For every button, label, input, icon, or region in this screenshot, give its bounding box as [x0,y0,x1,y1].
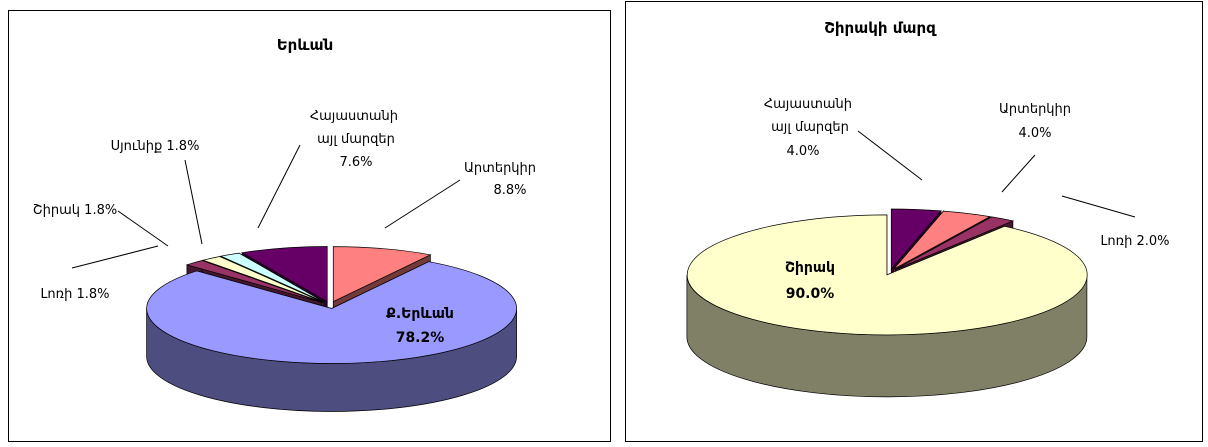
data-label: Սյունիք 1.8% [111,139,200,154]
category-label: Արտերկիր [999,102,1071,117]
value-label: 1.8% [84,203,117,218]
value-label: 8.8% [493,183,526,198]
category-label: Շիրակ [785,260,835,276]
slice [185,260,322,303]
slice [895,216,1015,270]
value-label: 4.0% [1018,126,1051,141]
category-label: Շիրակ [33,203,80,218]
data-label: Լոռի 1.8% [40,287,109,302]
value-label: 1.8% [166,139,199,154]
category-label: Արտերկիր [464,161,536,176]
value-label: 90.0% [786,286,835,302]
chart-title: Շիրակի մարզ [824,19,937,37]
category-label: Հայաստանի այլ մարզեր [764,97,856,135]
data-label: Շիրակ 1.8% [33,203,117,218]
category-label: Լոռի [40,287,72,302]
value-label: 1.8% [76,287,109,302]
leader-line [857,130,923,181]
slice [686,214,1088,336]
leader-line [384,179,461,229]
leader-line [184,159,203,245]
category-label: Հայաստանի այլ մարզեր [310,109,402,147]
slice [201,256,323,303]
category-label: Ք.Երևան [386,306,454,322]
slice [893,210,992,270]
slice [241,246,328,303]
slice [890,208,942,270]
value-label: 4.0% [786,144,819,159]
slice [146,261,517,364]
leader-line [71,245,159,269]
category-label: Սյունիք [111,139,163,154]
value-label: 7.6% [339,155,372,170]
value-label: 78.2% [396,330,445,346]
value-label: 2.0% [1136,234,1169,249]
slice [219,252,325,303]
slice [332,246,432,303]
leader-line [1001,154,1036,193]
leader-line [117,210,169,247]
leader-line [257,144,301,229]
data-label: Լոռի 2.0% [1100,234,1169,249]
category-label: Լոռի [1100,234,1132,249]
leader-line [1061,195,1136,218]
chart-title: Երևան [277,36,333,54]
